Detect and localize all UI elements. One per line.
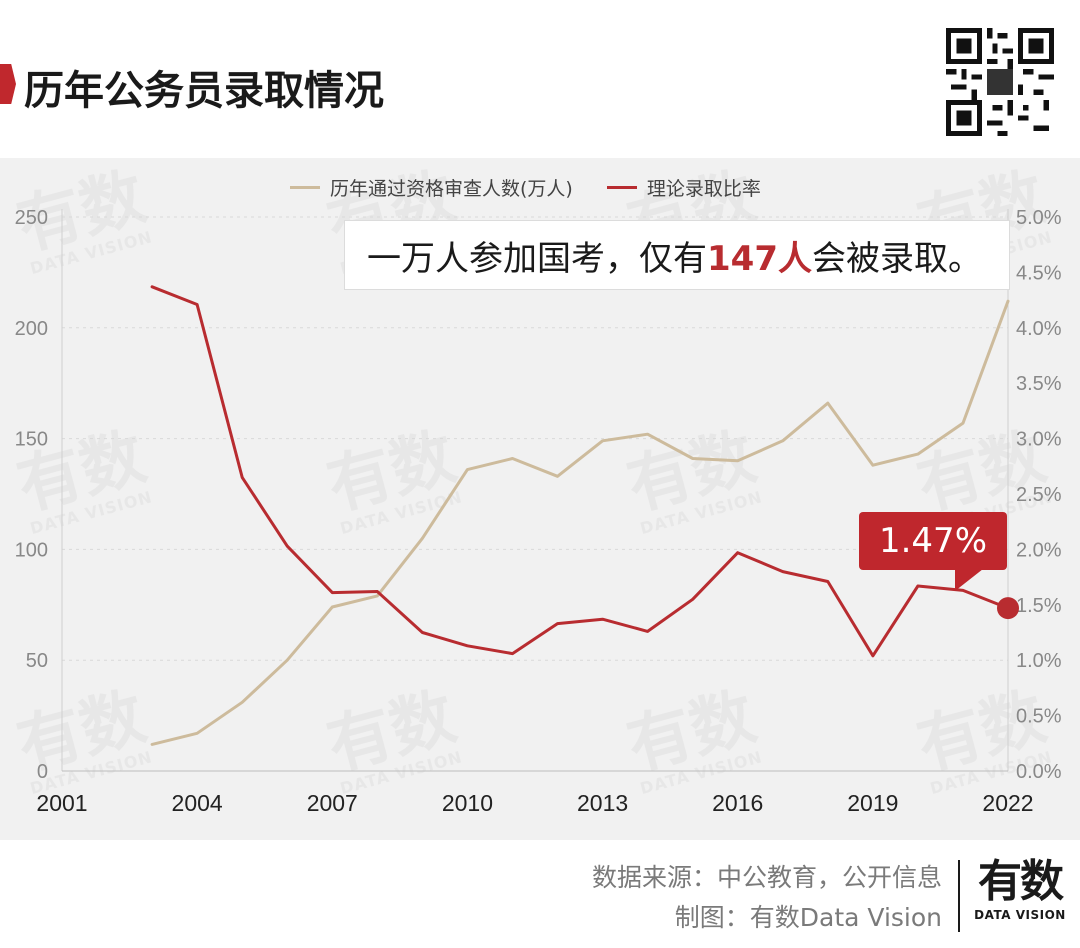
data-point-rate <box>691 598 694 601</box>
data-point-applicants <box>466 468 469 471</box>
data-point-applicants <box>286 659 289 662</box>
data-point-rate <box>871 654 875 657</box>
legend-label-rate: 理论录取比率 <box>646 178 761 200</box>
data-point-rate <box>466 644 469 647</box>
y-right-tick-label: 2.0% <box>1016 539 1062 561</box>
chart-series <box>150 285 1019 746</box>
footer <box>0 840 1080 948</box>
data-point-applicants <box>421 537 424 540</box>
header: 历年公务员录取情况 <box>0 0 1080 158</box>
data-point-applicants <box>961 421 965 425</box>
data-point-rate <box>646 630 649 633</box>
legend-swatch-rate <box>606 186 637 189</box>
data-point-applicants <box>150 743 154 746</box>
y-right-tick-label: 3.0% <box>1016 429 1062 451</box>
data-point-rate <box>511 652 514 655</box>
y-right-tick-label: 3.5% <box>1016 373 1062 395</box>
data-point-applicants <box>601 439 604 443</box>
y-right-tick-label: 4.5% <box>1016 262 1062 284</box>
y-left-tick-label: 200 <box>15 318 48 340</box>
chart-legend: 历年通过资格审查人数(万人) 理论录取比率 <box>290 174 761 201</box>
callout-prefix: 一万人参加国考，仅有 <box>367 238 707 279</box>
source-line: 数据来源：中公教育，公开信息 <box>591 863 942 892</box>
chart-axes: 0 50 100 150 200 250 0.0% 0.5% 1.0% 1.5% 2.0% 2.5% 3… <box>15 207 1062 816</box>
credit-line: 制图：有数Data Vision <box>674 903 942 932</box>
data-point-rate <box>331 591 334 594</box>
x-tick-label: 2004 <box>172 790 223 816</box>
data-point-applicants <box>646 432 649 436</box>
data-point-rate <box>195 303 199 306</box>
data-point-applicants <box>331 605 334 609</box>
y-right-tick-label: 1.5% <box>1016 595 1062 617</box>
data-point-applicants <box>691 457 694 460</box>
x-tick-label: 2001 <box>36 790 87 816</box>
data-point-applicants <box>826 401 830 405</box>
y-right-tick-label: 2.5% <box>1016 484 1062 506</box>
y-left-tick-label: 150 <box>15 429 48 451</box>
legend-swatch-applicants <box>290 186 320 189</box>
y-left-tick-label: 100 <box>15 539 48 561</box>
annotation-callout: 一万人参加国考，仅有 147人 会被录取。 <box>344 220 1010 290</box>
callout-suffix: 会被录取。 <box>811 238 982 279</box>
page-title: 历年公务员录取情况 <box>24 68 384 114</box>
data-point-rate <box>781 570 784 573</box>
data-point-applicants <box>916 452 920 456</box>
data-point-rate <box>736 551 739 554</box>
source-info: 数据来源：中公教育，公开信息 制图：有数Data Vision <box>592 858 942 938</box>
data-point-applicants <box>736 459 739 462</box>
y-right-tick-label: 5.0% <box>1016 207 1062 229</box>
data-point-applicants <box>781 439 784 443</box>
data-point-rate <box>286 544 289 548</box>
latest-rate-point <box>997 597 1019 620</box>
y-right-tick-label: 1.0% <box>1016 650 1062 672</box>
latest-rate-badge: 1.47% <box>859 512 1007 570</box>
data-point-rate <box>421 631 424 634</box>
y-left-tick-label: 250 <box>15 207 48 229</box>
callout-highlight: 147人 <box>707 238 812 279</box>
series-line-applicants <box>150 299 1010 746</box>
x-tick-label: 2013 <box>577 790 628 816</box>
qr-code-icon[interactable] <box>946 28 1054 136</box>
brand-logo: 有数 DATA VISION <box>970 856 1070 922</box>
data-point-applicants <box>556 475 559 478</box>
y-right-tick-label: 4.0% <box>1016 318 1062 340</box>
legend-label-applicants: 历年通过资格审查人数(万人) <box>330 178 573 200</box>
data-point-rate <box>916 584 920 588</box>
data-point-applicants <box>1006 300 1010 303</box>
data-point-applicants <box>195 732 199 735</box>
data-point-rate <box>240 476 244 479</box>
y-right-tick-label: 0.0% <box>1016 761 1062 783</box>
data-point-applicants <box>240 701 244 704</box>
y-left-tick-label: 0 <box>37 761 48 783</box>
y-right-tick-label: 0.5% <box>1016 706 1062 728</box>
x-tick-label: 2010 <box>442 790 493 816</box>
x-tick-label: 2019 <box>847 790 898 816</box>
brand-logo-en: DATA VISION <box>974 908 1066 922</box>
data-point-rate <box>826 580 830 583</box>
dual-axis-line-chart: 0 50 100 150 200 250 0.0% 0.5% 1.0% 1.5% 2.0% 2.5% 3… <box>15 207 1062 816</box>
y-left-tick-label: 50 <box>26 650 48 672</box>
title-marker-icon <box>0 64 16 104</box>
x-tick-label: 2007 <box>307 790 358 816</box>
x-tick-label: 2016 <box>712 790 763 816</box>
data-point-rate <box>376 590 379 593</box>
x-tick-label: 2022 <box>982 790 1033 816</box>
data-point-rate <box>150 285 154 289</box>
series-line-rate <box>150 285 1010 658</box>
data-point-applicants <box>376 594 379 598</box>
data-point-rate <box>556 622 559 625</box>
footer-divider <box>958 860 960 932</box>
badge-pointer <box>955 569 983 591</box>
data-point-applicants <box>871 463 875 467</box>
data-point-applicants <box>511 457 514 460</box>
data-point-rate <box>601 618 604 621</box>
brand-logo-cn: 有数 <box>978 856 1064 907</box>
